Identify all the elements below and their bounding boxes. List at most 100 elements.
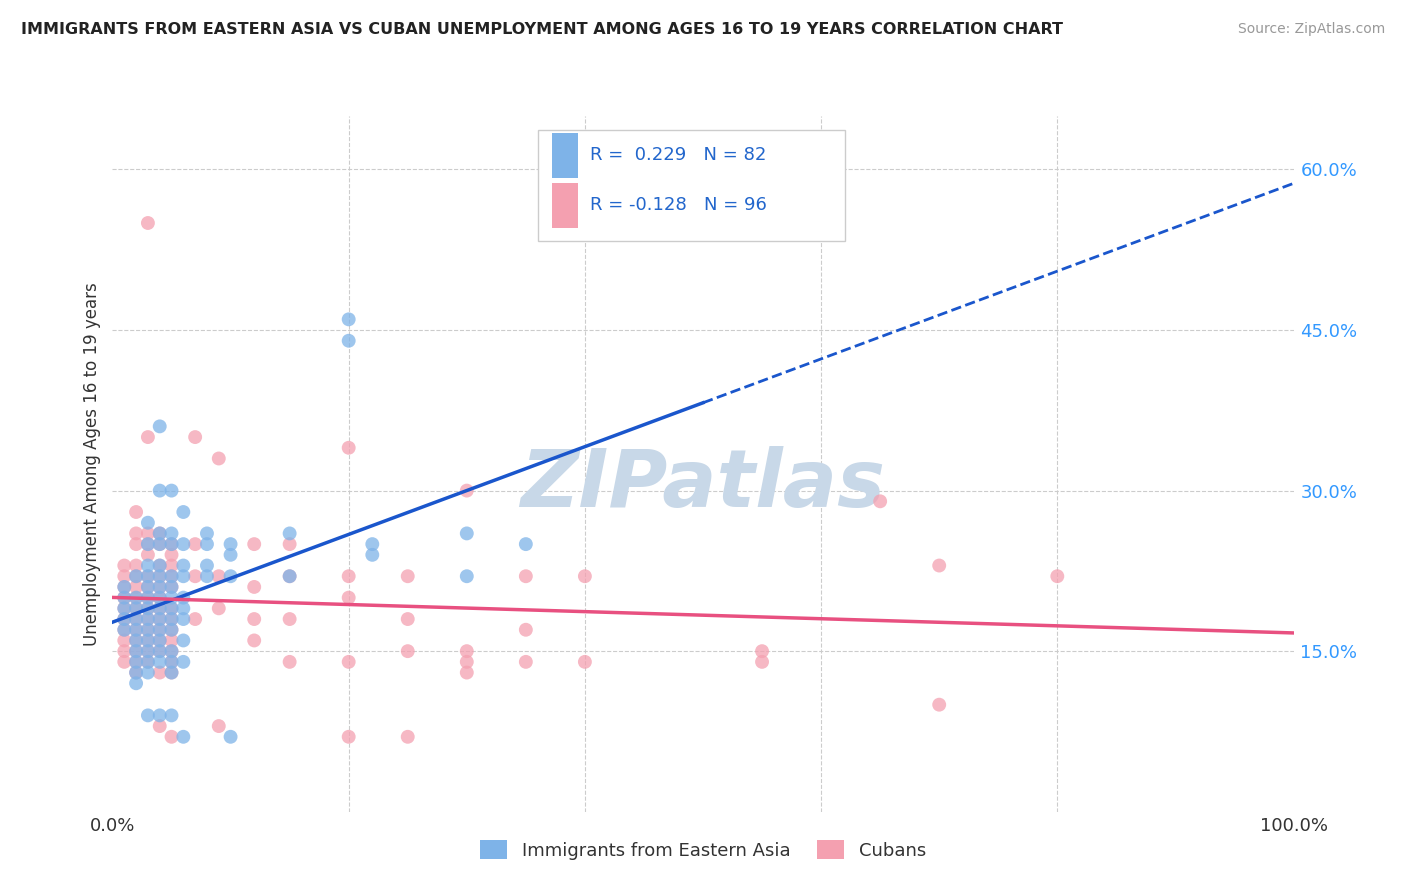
Point bbox=[125, 601, 148, 615]
Point bbox=[515, 569, 537, 583]
Point bbox=[208, 719, 231, 733]
Text: R =  0.229   N = 82: R = 0.229 N = 82 bbox=[589, 146, 766, 164]
Point bbox=[278, 526, 301, 541]
Point bbox=[456, 655, 478, 669]
Point bbox=[160, 665, 183, 680]
Point bbox=[125, 601, 148, 615]
Point bbox=[396, 569, 419, 583]
Point bbox=[160, 558, 183, 573]
Point bbox=[112, 612, 135, 626]
Point bbox=[136, 623, 159, 637]
Point bbox=[125, 591, 148, 605]
Point bbox=[112, 633, 135, 648]
Point bbox=[160, 601, 183, 615]
Point bbox=[136, 548, 159, 562]
Point bbox=[136, 612, 159, 626]
Point bbox=[112, 580, 135, 594]
Point bbox=[125, 569, 148, 583]
Point bbox=[172, 633, 194, 648]
Point bbox=[208, 451, 231, 466]
Point bbox=[149, 601, 172, 615]
Point bbox=[125, 558, 148, 573]
FancyBboxPatch shape bbox=[551, 183, 578, 227]
Point bbox=[149, 483, 172, 498]
Point bbox=[149, 623, 172, 637]
Point bbox=[208, 569, 231, 583]
Point bbox=[136, 655, 159, 669]
Legend: Immigrants from Eastern Asia, Cubans: Immigrants from Eastern Asia, Cubans bbox=[471, 831, 935, 869]
Point bbox=[125, 580, 148, 594]
Point bbox=[125, 644, 148, 658]
Point bbox=[337, 441, 360, 455]
Point bbox=[112, 623, 135, 637]
Point bbox=[515, 623, 537, 637]
Point bbox=[136, 526, 159, 541]
Point bbox=[136, 633, 159, 648]
Point bbox=[149, 591, 172, 605]
Point bbox=[136, 612, 159, 626]
Point bbox=[112, 580, 135, 594]
Point bbox=[337, 591, 360, 605]
Point bbox=[243, 580, 266, 594]
Point bbox=[125, 612, 148, 626]
Point bbox=[184, 430, 207, 444]
Point bbox=[149, 419, 172, 434]
Point bbox=[136, 580, 159, 594]
Text: Source: ZipAtlas.com: Source: ZipAtlas.com bbox=[1237, 22, 1385, 37]
Point bbox=[125, 676, 148, 690]
Point bbox=[278, 537, 301, 551]
Point bbox=[160, 580, 183, 594]
Point bbox=[136, 537, 159, 551]
Point bbox=[219, 548, 242, 562]
Point bbox=[195, 558, 218, 573]
Point bbox=[149, 719, 172, 733]
Point bbox=[172, 558, 194, 573]
Point bbox=[112, 644, 135, 658]
Point bbox=[149, 558, 172, 573]
Point bbox=[172, 537, 194, 551]
Point bbox=[149, 655, 172, 669]
Point bbox=[149, 644, 172, 658]
Point bbox=[184, 537, 207, 551]
Text: ZIPatlas: ZIPatlas bbox=[520, 446, 886, 524]
Point bbox=[149, 665, 172, 680]
Point bbox=[149, 644, 172, 658]
Point bbox=[112, 591, 135, 605]
FancyBboxPatch shape bbox=[537, 130, 845, 241]
Point bbox=[172, 505, 194, 519]
Point bbox=[184, 569, 207, 583]
Point bbox=[112, 612, 135, 626]
Point bbox=[112, 601, 135, 615]
Point bbox=[278, 612, 301, 626]
Point bbox=[337, 312, 360, 326]
Point bbox=[112, 655, 135, 669]
Point bbox=[160, 612, 183, 626]
Point bbox=[136, 537, 159, 551]
Point bbox=[160, 601, 183, 615]
Point bbox=[125, 591, 148, 605]
Point bbox=[172, 569, 194, 583]
Point bbox=[160, 644, 183, 658]
Point bbox=[136, 591, 159, 605]
Point bbox=[149, 580, 172, 594]
Point bbox=[149, 526, 172, 541]
Point bbox=[278, 569, 301, 583]
Point bbox=[208, 601, 231, 615]
Point bbox=[361, 537, 384, 551]
Point bbox=[160, 612, 183, 626]
Point bbox=[125, 569, 148, 583]
Point bbox=[160, 623, 183, 637]
Point bbox=[149, 526, 172, 541]
Point bbox=[219, 569, 242, 583]
Point bbox=[149, 633, 172, 648]
Point bbox=[112, 591, 135, 605]
Point bbox=[1046, 569, 1069, 583]
Point bbox=[160, 569, 183, 583]
Point bbox=[278, 655, 301, 669]
Point bbox=[136, 665, 159, 680]
Point bbox=[149, 569, 172, 583]
Point bbox=[361, 548, 384, 562]
Point bbox=[125, 644, 148, 658]
Point bbox=[136, 516, 159, 530]
Point bbox=[160, 633, 183, 648]
